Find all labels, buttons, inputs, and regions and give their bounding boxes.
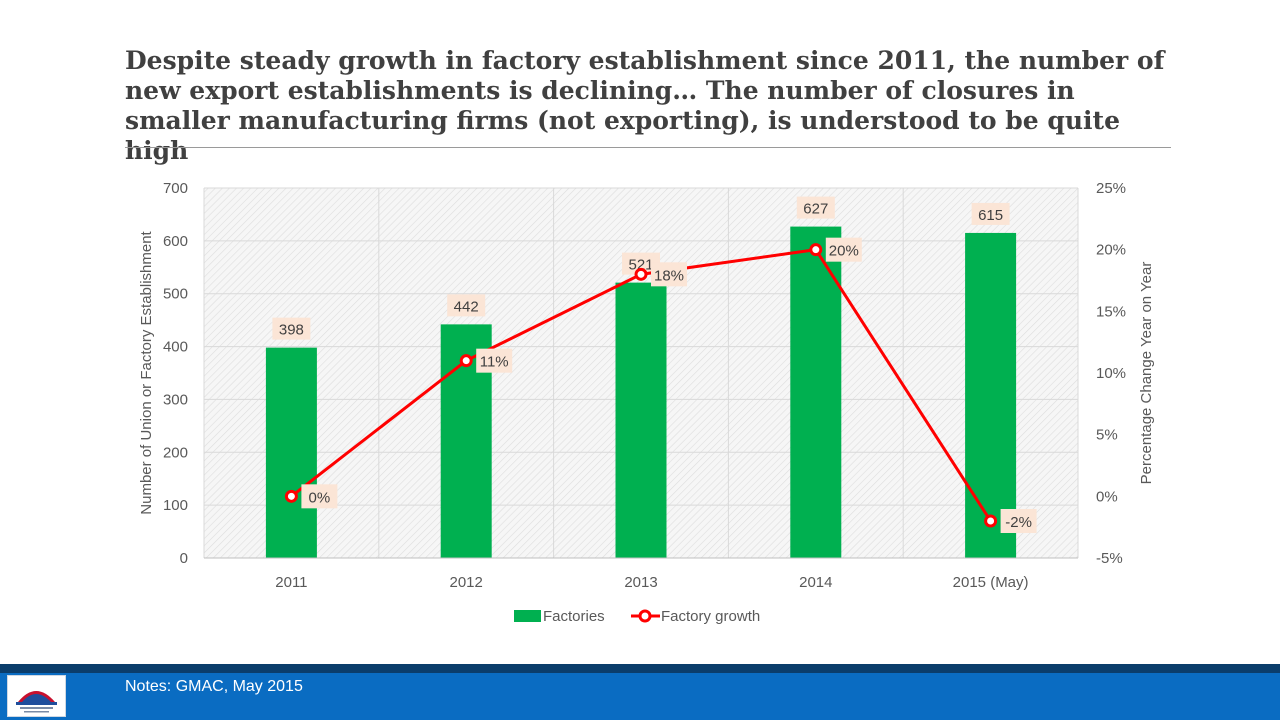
legend-label-factories: Factories [543, 608, 605, 625]
y2-tick-label: 5% [1096, 427, 1118, 444]
legend: Factories Factory growth [514, 608, 760, 625]
y2-axis-title: Percentage Change Year on Year [1138, 262, 1155, 485]
y-tick-label: 500 [163, 286, 188, 303]
footer-accent-bar [0, 664, 1280, 673]
axes: 0 100 200 300 400 500 600 700 -5% 0% 5% 10% 15% 20% 25… [138, 180, 1155, 591]
y2-tick-label: -5% [1096, 550, 1123, 567]
line-marker [284, 489, 298, 503]
bar-value-label: 442 [454, 298, 479, 315]
slide-title: Despite steady growth in factory establi… [125, 46, 1165, 165]
line-value-label: -2% [1005, 514, 1032, 531]
line-marker [459, 354, 473, 368]
y2-tick-label: 20% [1096, 242, 1126, 259]
bar-value-label: 615 [978, 207, 1003, 224]
line-marker [809, 243, 823, 257]
line-series: 0% 11% 18% 20% -2% [284, 237, 1037, 533]
line-label-bg [476, 348, 513, 373]
x-tick-label: 2013 [624, 574, 657, 591]
legend-label-growth: Factory growth [661, 608, 760, 625]
bar-label-bg [796, 196, 835, 219]
legend-swatch-marker [638, 609, 652, 623]
y2-tick-label: 10% [1096, 365, 1126, 382]
title-divider [125, 147, 1171, 148]
legend-swatch-factories [514, 610, 541, 622]
y-axis-title: Number of Union or Factory Establishment [138, 230, 155, 514]
bar-factories [965, 232, 1017, 558]
bar-label-bg [971, 202, 1010, 225]
line-label-bg [651, 262, 687, 287]
line-value-label: 0% [309, 489, 331, 506]
notes-text: Notes: GMAC, May 2015 [125, 678, 303, 695]
line-value-label: 20% [829, 243, 859, 260]
line-marker [984, 514, 998, 528]
line-label-bg [301, 484, 338, 509]
gmac-logo-icon [7, 675, 66, 717]
y2-tick-label: 25% [1096, 180, 1126, 197]
line-value-label: 11% [480, 354, 509, 371]
y-tick-label: 200 [163, 444, 188, 461]
x-tick-label: 2011 [275, 574, 307, 591]
bar-label-bg [622, 252, 660, 275]
y-tick-label: 400 [163, 339, 188, 356]
line-value-label: 18% [654, 267, 684, 284]
line-marker [634, 267, 648, 281]
x-tick-label: 2015 (May) [953, 574, 1029, 591]
combo-chart: 398 442 521 627 615 0% 11% 18% 20% -2% 0 100 200 30… [138, 180, 1155, 625]
y2-tick-label: 0% [1096, 488, 1118, 505]
bar-factories [790, 226, 842, 559]
bar-value-label: 627 [803, 201, 828, 218]
x-tick-label: 2014 [799, 574, 832, 591]
y-tick-label: 100 [163, 497, 188, 514]
y-tick-label: 0 [180, 550, 188, 567]
footer-bar [0, 673, 1280, 720]
y-tick-label: 700 [163, 180, 188, 197]
y2-tick-label: 15% [1096, 303, 1126, 320]
bar-factories [265, 347, 317, 558]
y-tick-label: 300 [163, 391, 188, 408]
line-label-bg [825, 237, 862, 262]
bar-label-bg [447, 294, 486, 317]
line-label-bg [1000, 509, 1037, 533]
bar-value-label: 398 [279, 322, 304, 339]
x-tick-label: 2012 [450, 574, 483, 591]
y-tick-label: 600 [163, 233, 188, 250]
bar-value-label: 521 [628, 257, 653, 274]
bar-factories [615, 282, 667, 558]
bar-label-bg [272, 317, 311, 340]
